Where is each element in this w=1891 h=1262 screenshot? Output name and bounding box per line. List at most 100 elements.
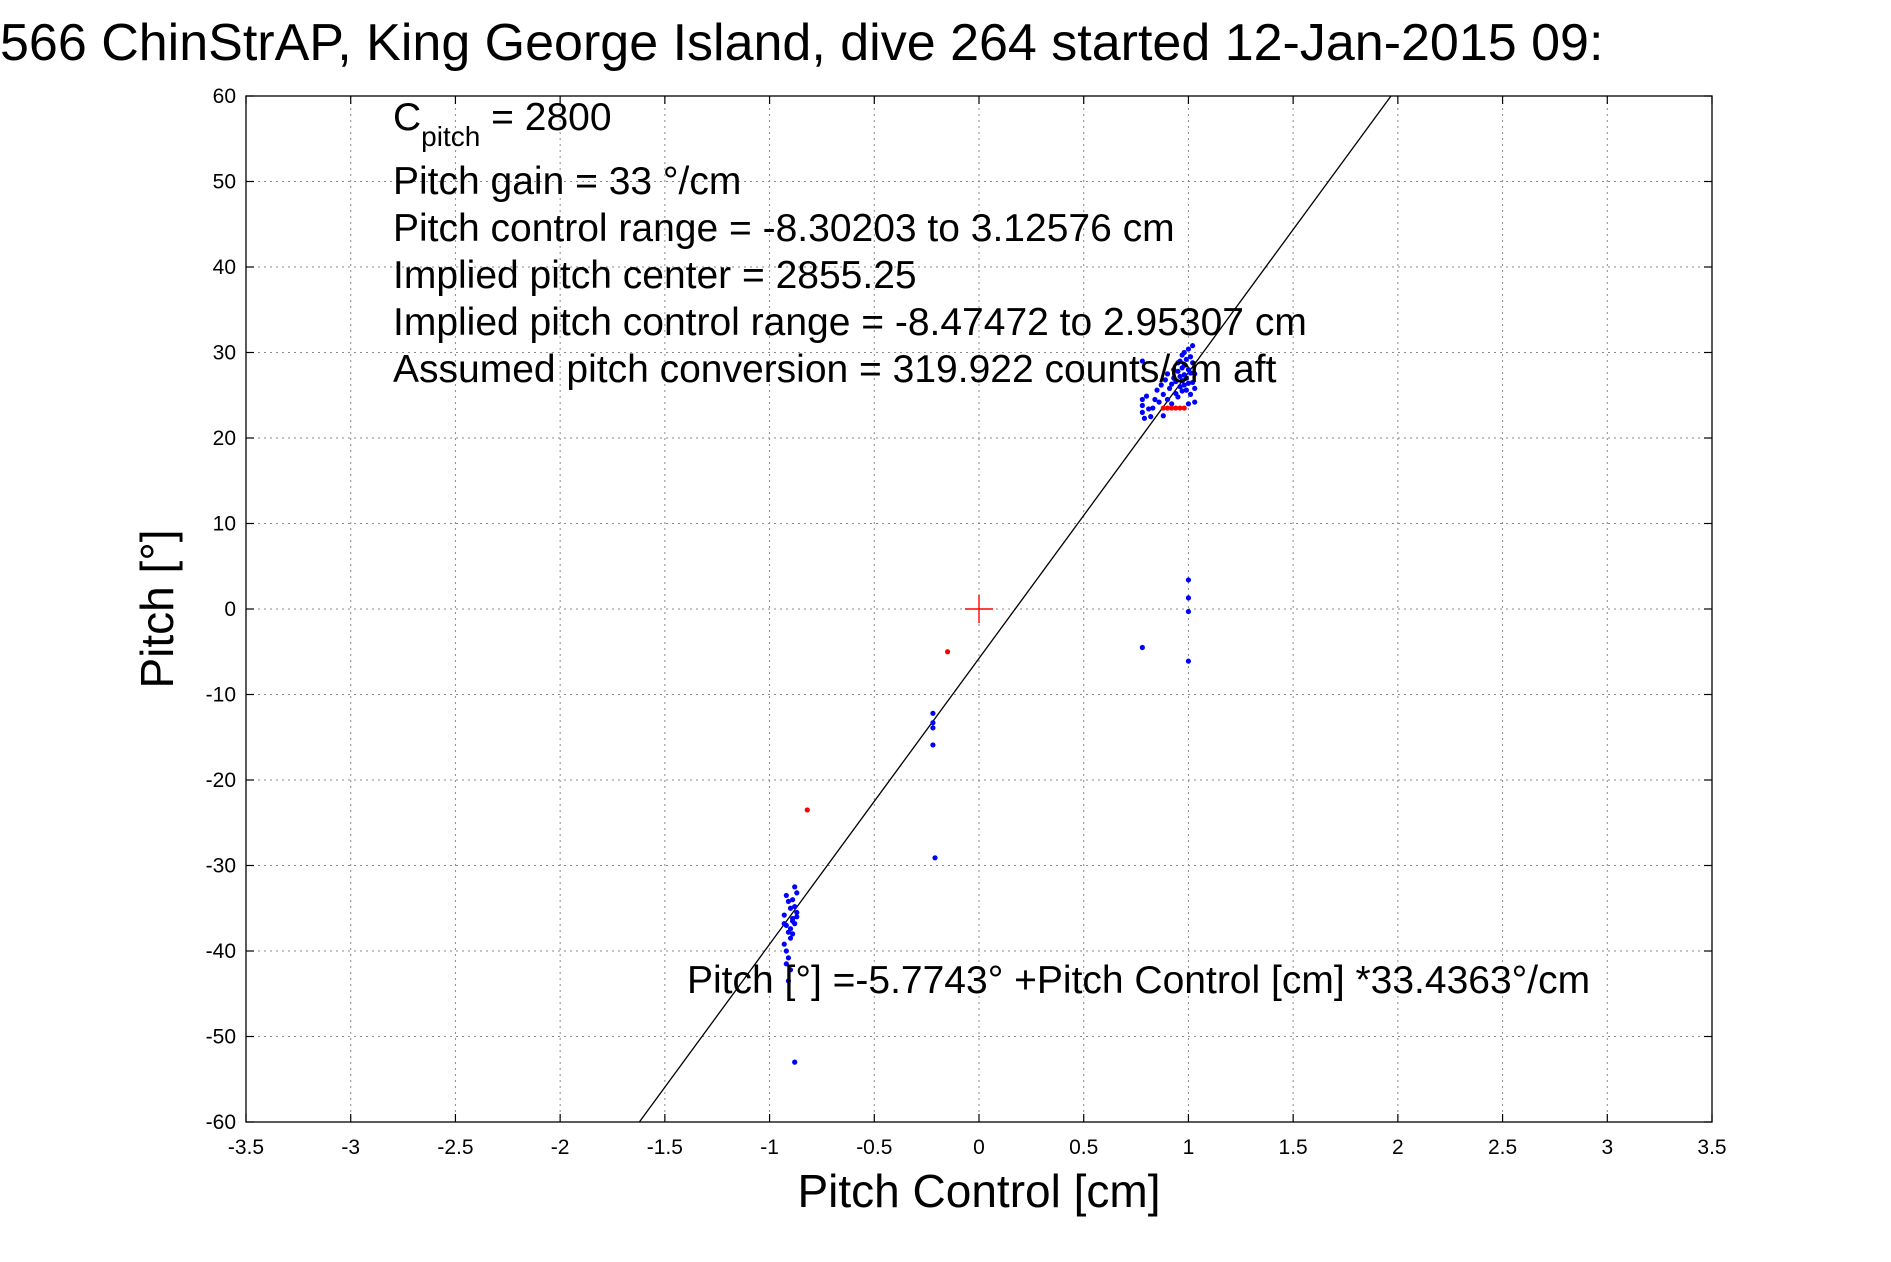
blue-data-point — [790, 931, 796, 937]
blue-data-point — [1192, 371, 1198, 377]
blue-data-point — [781, 921, 787, 927]
blue-data-point — [1173, 378, 1179, 385]
x-tick-label: -3 — [341, 1136, 360, 1159]
blue-data-point — [1177, 358, 1183, 364]
annotation-cpitch-value: = 2800 — [480, 96, 611, 139]
blue-data-point — [787, 926, 794, 932]
blue-data-point — [1185, 577, 1192, 583]
blue-data-point — [1177, 384, 1183, 390]
blue-data-point — [794, 890, 800, 896]
x-tick-label: 3 — [1601, 1136, 1613, 1159]
blue-data-point — [1183, 387, 1189, 393]
blue-data-point — [1171, 367, 1177, 373]
annotation-pitch-gain: Pitch gain = 33 °/cm — [393, 160, 741, 203]
blue-data-point — [1175, 394, 1181, 400]
y-tick-labels: -60 -50 -40 -30 -20 -10 0 10 20 30 40 50 60 — [206, 85, 236, 1134]
blue-data-point — [1185, 401, 1192, 407]
blue-data-point — [1143, 393, 1150, 399]
x-tick-labels: -3.5 -3 -2.5 -2 -1.5 -1 -0.5 0 0.5 1 1.5 2 2.5 3 3.5 — [228, 1136, 1727, 1159]
blue-data-point — [781, 941, 787, 947]
blue-data-point — [1158, 382, 1164, 388]
x-tick-label: 0.5 — [1069, 1136, 1098, 1159]
x-tick-label: 0 — [973, 1136, 985, 1159]
blue-data-point — [787, 905, 794, 911]
y-axis-label: Pitch [°] — [131, 529, 183, 688]
blue-data-point — [1179, 388, 1185, 394]
annotation-pitch-control-range: Pitch control range = -8.30203 to 3.1257… — [393, 207, 1175, 250]
blue-data-point — [792, 921, 798, 927]
annotation-pitch-conversion: Assumed pitch conversion = 319.922 count… — [393, 348, 1277, 391]
red-data-point — [1177, 405, 1183, 411]
red-data-point — [1173, 405, 1179, 411]
blue-data-point — [783, 961, 789, 967]
blue-data-point — [1185, 658, 1192, 664]
blue-data-point — [787, 935, 794, 941]
fit-line-group — [638, 95, 1392, 1123]
blue-data-point — [1185, 346, 1192, 352]
blue-data-point — [1160, 413, 1166, 419]
y-tick-label: 40 — [213, 256, 236, 279]
red-data-point — [1164, 405, 1171, 411]
blue-data-point — [1154, 387, 1160, 393]
x-axis-label: Pitch Control [cm] — [798, 1165, 1161, 1217]
blue-data-point — [930, 725, 936, 731]
x-tick-label: -2.5 — [437, 1136, 473, 1159]
blue-data-point — [930, 720, 936, 726]
x-tick-label: 1 — [1183, 1136, 1195, 1159]
y-tick-label: 20 — [213, 427, 236, 450]
blue-data-point — [785, 978, 792, 984]
y-tick-label: 60 — [213, 85, 236, 108]
blue-data-point — [783, 892, 789, 899]
blue-data-point — [1185, 608, 1192, 615]
red-data-point — [1181, 405, 1187, 411]
x-tick-label: 2.5 — [1488, 1136, 1517, 1159]
blue-data-point — [1139, 402, 1145, 409]
blue-data-point — [930, 742, 936, 748]
blue-data-point — [787, 967, 794, 973]
x-tick-label: -1.5 — [647, 1136, 683, 1159]
blue-data-point — [1139, 409, 1145, 415]
blue-data-point — [1175, 368, 1181, 374]
blue-data-point — [1139, 358, 1145, 364]
blue-data-point — [1187, 354, 1194, 360]
blue-data-point — [932, 855, 938, 861]
y-tick-label: 30 — [213, 342, 236, 365]
blue-data-point — [785, 898, 792, 905]
blue-data-point — [790, 915, 796, 922]
x-tick-label: -3.5 — [228, 1136, 264, 1159]
blue-data-point — [1187, 391, 1194, 397]
red-data-point — [804, 807, 810, 813]
y-tick-label: -60 — [206, 1111, 236, 1134]
blue-data-point — [1148, 414, 1154, 420]
blue-data-point — [930, 710, 936, 716]
center-marker-group — [965, 595, 993, 623]
x-tick-label: 3.5 — [1697, 1136, 1726, 1159]
blue-data-point — [1160, 391, 1166, 397]
blue-data-point — [1187, 370, 1194, 376]
blue-data-point — [1162, 377, 1168, 383]
blue-data-point — [794, 914, 800, 920]
y-tick-label: -20 — [206, 769, 236, 792]
axis-ticks — [245, 95, 1713, 1123]
blue-data-point — [1183, 375, 1189, 381]
blue-data-point — [1192, 399, 1198, 405]
blue-data-point — [1185, 595, 1192, 601]
y-tick-label: 50 — [213, 171, 236, 194]
red-data-point — [944, 649, 951, 655]
red-data-point — [1169, 405, 1175, 411]
blue-data-point — [1169, 381, 1175, 387]
blue-data-point — [792, 884, 798, 890]
blue-data-point — [1185, 380, 1192, 386]
fit-line — [638, 95, 1392, 1123]
blue-data-point — [1150, 405, 1156, 411]
x-tick-label: 2 — [1392, 1136, 1404, 1159]
y-tick-label: -30 — [206, 855, 236, 878]
data-points — [781, 343, 1198, 1065]
blue-data-point — [1169, 401, 1175, 407]
x-tick-label: -0.5 — [856, 1136, 892, 1159]
blue-data-point — [1181, 382, 1187, 388]
blue-data-point — [785, 955, 792, 961]
blue-data-point — [1192, 385, 1198, 392]
y-tick-label: 10 — [213, 513, 236, 536]
